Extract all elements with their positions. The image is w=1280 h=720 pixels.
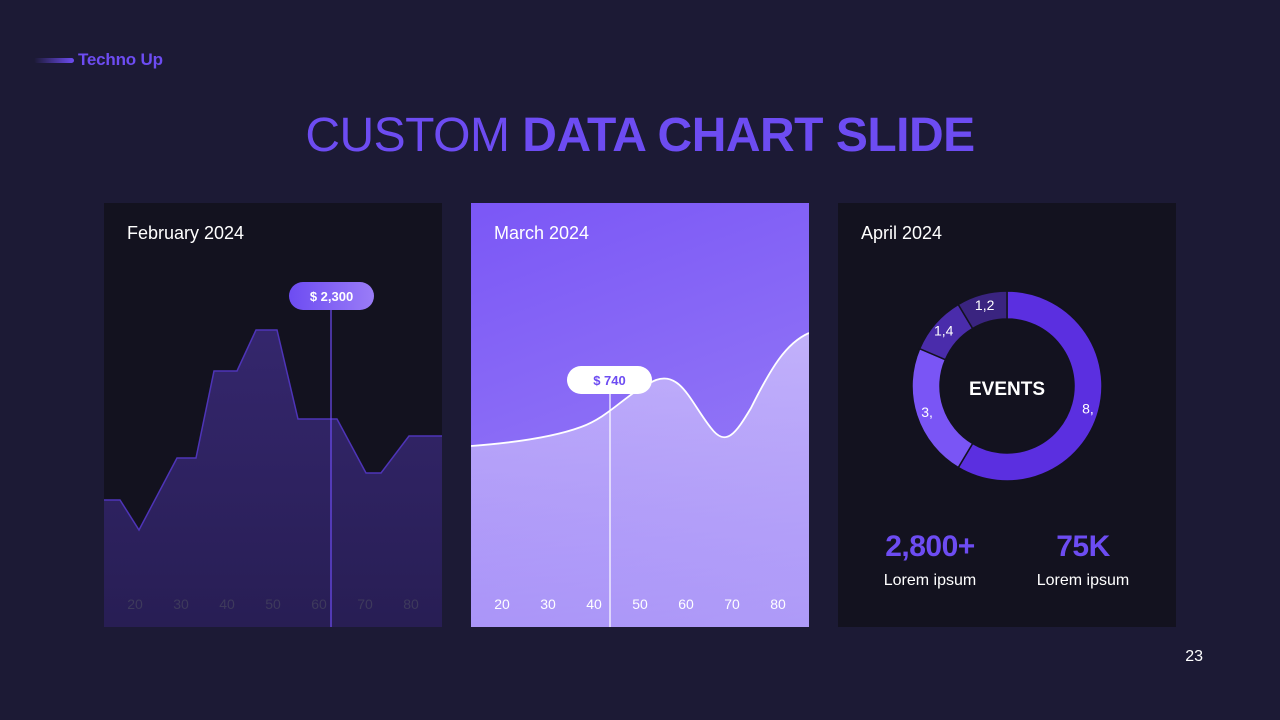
brand-name: Techno Up bbox=[78, 50, 163, 69]
page-number: 23 bbox=[1185, 648, 1203, 665]
slide-title-bold: DATA CHART SLIDE bbox=[522, 109, 975, 162]
stat-1-label: Lorem ipsum bbox=[883, 572, 977, 589]
brand-bar bbox=[34, 57, 74, 63]
february-title: February 2024 bbox=[127, 223, 245, 243]
february-chart: $ 2,300 20 30 40 50 60 70 80 bbox=[104, 282, 442, 627]
march-x-tick-80: 80 bbox=[770, 596, 786, 612]
stat-1-value: 2,800+ bbox=[885, 530, 975, 563]
donut-slice-label-1: 8, bbox=[1082, 400, 1094, 416]
card-march: $ 740 20 30 40 50 60 70 80 March 2024 bbox=[471, 203, 809, 627]
march-x-tick-30: 30 bbox=[540, 596, 556, 612]
february-x-tick-30: 30 bbox=[173, 596, 189, 612]
march-title: March 2024 bbox=[494, 223, 590, 243]
march-callout-pill bbox=[567, 366, 652, 394]
stat-2-value: 75K bbox=[1056, 530, 1110, 563]
march-area bbox=[471, 333, 809, 627]
slide-title-light: CUSTOM bbox=[305, 109, 510, 162]
march-callout-label: $ 740 bbox=[593, 373, 626, 388]
march-line bbox=[471, 332, 809, 447]
march-x-tick-20: 20 bbox=[494, 596, 510, 612]
march-x-tick-70: 70 bbox=[724, 596, 740, 612]
card-february: $ 2,300 20 30 40 50 60 70 80 February 2024 bbox=[104, 203, 442, 627]
april-chart: 8, 3, 1,4 1,2 EVENTS bbox=[911, 290, 1103, 482]
february-x-tick-40: 40 bbox=[219, 596, 235, 612]
february-x-tick-60: 60 bbox=[311, 596, 327, 612]
donut-slice-1 bbox=[957, 290, 1103, 482]
february-callout-pill bbox=[289, 282, 374, 310]
donut-center-label: EVENTS bbox=[969, 379, 1045, 400]
donut-slice-label-2: 3, bbox=[921, 404, 933, 420]
march-x-ticks: 20 30 40 50 60 70 80 bbox=[494, 596, 786, 612]
march-x-tick-60: 60 bbox=[678, 596, 694, 612]
february-x-tick-20: 20 bbox=[127, 596, 143, 612]
donut-slice-4 bbox=[957, 290, 1008, 330]
february-x-tick-70: 70 bbox=[357, 596, 373, 612]
donut-slice-label-4: 1,2 bbox=[975, 297, 995, 313]
card-april: 8, 3, 1,4 1,2 EVENTS April 2024 2,800+ Lore… bbox=[838, 203, 1176, 627]
april-donut: 8, 3, 1,4 1,2 bbox=[911, 290, 1103, 482]
february-x-tick-50: 50 bbox=[265, 596, 281, 612]
february-line bbox=[104, 329, 442, 532]
slide-title: CUSTOM DATA CHART SLIDE bbox=[0, 108, 1280, 164]
march-chart: $ 740 20 30 40 50 60 70 80 bbox=[471, 332, 809, 627]
february-x-ticks: 20 30 40 50 60 70 80 bbox=[127, 596, 419, 612]
february-callout-label: $ 2,300 bbox=[310, 289, 353, 304]
march-x-tick-50: 50 bbox=[632, 596, 648, 612]
stat-2-label: Lorem ipsum bbox=[1036, 572, 1130, 589]
brand-logo: Techno Up bbox=[34, 48, 163, 72]
donut-slice-label-3: 1,4 bbox=[934, 323, 954, 339]
march-x-tick-40: 40 bbox=[586, 596, 602, 612]
april-title: April 2024 bbox=[861, 223, 943, 243]
february-x-tick-80: 80 bbox=[403, 596, 419, 612]
stat-2: 75K Lorem ipsum bbox=[1003, 530, 1163, 590]
stat-1: 2,800+ Lorem ipsum bbox=[850, 530, 1010, 590]
february-area bbox=[104, 330, 442, 627]
